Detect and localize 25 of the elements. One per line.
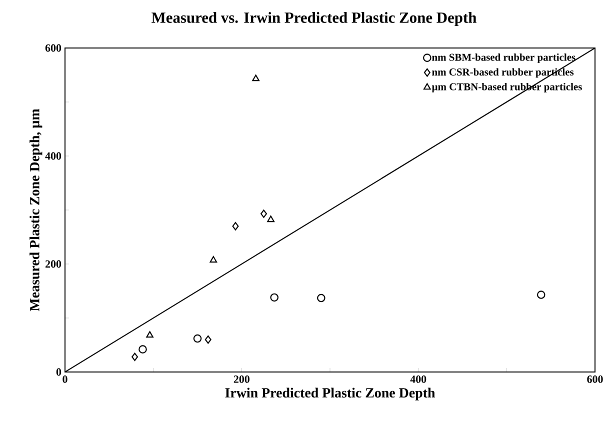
x-axis-title: Irwin Predicted Plastic Zone Depth <box>225 388 436 400</box>
point <box>252 74 260 82</box>
point <box>260 210 268 218</box>
x-tick-label: 200 <box>234 376 250 383</box>
point <box>146 331 154 338</box>
y-tick-label: 200 <box>45 260 62 268</box>
point <box>317 294 326 302</box>
y-tick-label: 600 <box>45 44 62 52</box>
x-tick-label: 400 <box>410 376 426 383</box>
point <box>232 222 239 230</box>
point <box>536 290 546 299</box>
chart-title: Measured vs. Irwin Predicted Plastic Zone Depth <box>152 12 476 26</box>
y-tick-label: 400 <box>45 152 62 160</box>
point <box>193 334 202 343</box>
point <box>267 216 274 222</box>
y-tick-label: 0 <box>56 368 62 376</box>
point <box>270 293 279 302</box>
point <box>138 345 147 354</box>
x-tick-label: 0 <box>62 376 68 383</box>
point <box>204 335 212 344</box>
y-axis-title: Measured Plastic Zone Depth, µm <box>30 108 42 312</box>
point <box>210 256 218 263</box>
point <box>132 352 138 362</box>
legend-label: nm SBM-based rubber particles <box>432 53 576 63</box>
x-tick-label: 600 <box>587 376 603 383</box>
